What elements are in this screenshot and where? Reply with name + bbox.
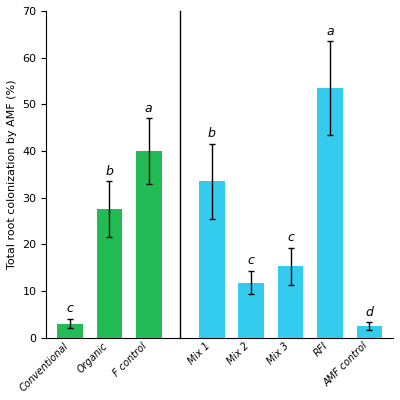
Bar <box>357 326 382 338</box>
Y-axis label: Total root colonization by AMF (%): Total root colonization by AMF (%) <box>7 80 17 269</box>
Text: c: c <box>248 254 255 267</box>
Bar <box>136 151 162 338</box>
Bar <box>317 88 343 338</box>
Bar <box>199 181 225 338</box>
Text: a: a <box>326 24 334 38</box>
Text: d: d <box>366 306 373 319</box>
Bar <box>238 283 264 338</box>
Bar <box>57 324 83 338</box>
Bar <box>278 266 304 338</box>
Text: c: c <box>287 231 294 244</box>
Text: c: c <box>66 302 74 315</box>
Text: a: a <box>145 102 152 114</box>
Bar <box>96 209 122 338</box>
Text: b: b <box>106 165 113 178</box>
Text: b: b <box>208 127 216 140</box>
